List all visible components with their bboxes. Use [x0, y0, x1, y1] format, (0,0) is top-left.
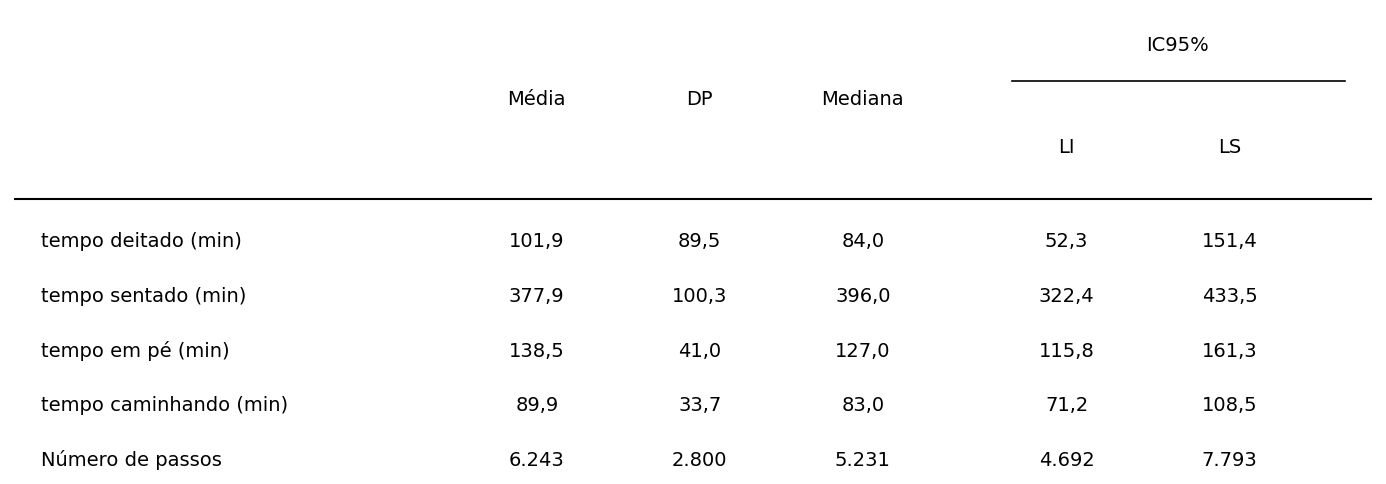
- Text: 151,4: 151,4: [1202, 232, 1257, 252]
- Text: 6.243: 6.243: [509, 451, 564, 469]
- Text: 41,0: 41,0: [678, 342, 721, 361]
- Text: Número de passos: Número de passos: [42, 450, 222, 469]
- Text: 396,0: 396,0: [834, 287, 891, 306]
- Text: tempo em pé (min): tempo em pé (min): [42, 341, 230, 361]
- Text: 2.800: 2.800: [672, 451, 728, 469]
- Text: tempo caminhando (min): tempo caminhando (min): [42, 396, 288, 415]
- Text: 52,3: 52,3: [1045, 232, 1088, 252]
- Text: IC95%: IC95%: [1146, 36, 1209, 55]
- Text: 89,5: 89,5: [678, 232, 722, 252]
- Text: 322,4: 322,4: [1038, 287, 1095, 306]
- Text: 83,0: 83,0: [841, 396, 884, 415]
- Text: 5.231: 5.231: [834, 451, 891, 469]
- Text: 115,8: 115,8: [1038, 342, 1095, 361]
- Text: DP: DP: [686, 90, 712, 109]
- Text: 84,0: 84,0: [841, 232, 884, 252]
- Text: 4.692: 4.692: [1038, 451, 1095, 469]
- Text: 161,3: 161,3: [1202, 342, 1257, 361]
- Text: tempo sentado (min): tempo sentado (min): [42, 287, 247, 306]
- Text: 108,5: 108,5: [1202, 396, 1257, 415]
- Text: 127,0: 127,0: [834, 342, 891, 361]
- Text: LI: LI: [1059, 137, 1074, 157]
- Text: 138,5: 138,5: [509, 342, 564, 361]
- Text: 100,3: 100,3: [672, 287, 728, 306]
- Text: 101,9: 101,9: [509, 232, 564, 252]
- Text: LS: LS: [1218, 137, 1240, 157]
- Text: Média: Média: [507, 90, 565, 109]
- Text: 377,9: 377,9: [509, 287, 564, 306]
- Text: 7.793: 7.793: [1202, 451, 1257, 469]
- Text: 71,2: 71,2: [1045, 396, 1088, 415]
- Text: Mediana: Mediana: [822, 90, 904, 109]
- Text: 433,5: 433,5: [1202, 287, 1257, 306]
- Text: 89,9: 89,9: [516, 396, 559, 415]
- Text: 33,7: 33,7: [678, 396, 722, 415]
- Text: tempo deitado (min): tempo deitado (min): [42, 232, 243, 252]
